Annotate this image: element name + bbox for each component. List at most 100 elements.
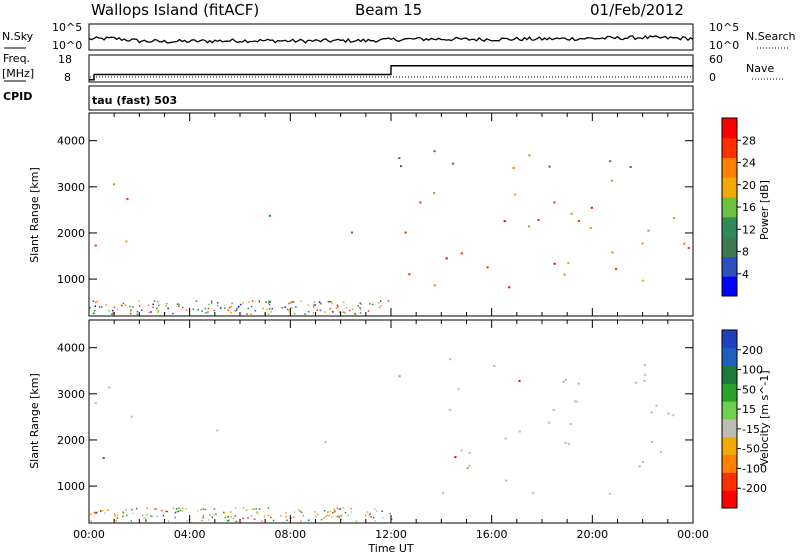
- colorbar-swatch: [722, 197, 737, 218]
- noise-cell: [98, 306, 101, 308]
- noise-cell: [381, 517, 384, 519]
- noise-cell: [213, 309, 216, 312]
- noise-cell: [328, 301, 331, 303]
- noise-cell: [258, 508, 261, 510]
- noise-cell: [251, 300, 254, 302]
- colorbar-swatch: [722, 419, 737, 438]
- range-cell: [512, 167, 515, 169]
- range-cell: [548, 165, 551, 168]
- range-cell: [518, 379, 521, 382]
- range-cell: [659, 451, 662, 453]
- noise-cell: [124, 304, 127, 306]
- range-cell: [553, 201, 556, 204]
- noise-cell: [153, 300, 156, 302]
- y-tick-label: 4000: [57, 342, 85, 355]
- range-cell: [441, 491, 444, 494]
- range-cell: [433, 150, 436, 153]
- noise-cell: [136, 313, 139, 316]
- noise-cell: [157, 300, 159, 303]
- colorbar-swatch: [722, 347, 737, 367]
- noise-cell: [253, 518, 255, 520]
- colorbar-swatch: [722, 365, 737, 384]
- noise-cell: [90, 513, 92, 516]
- noise-cell: [148, 311, 150, 314]
- y-tick-label: 3000: [57, 181, 85, 194]
- noise-cell: [340, 514, 343, 517]
- velocity-colorbar: 200 100 50 15 -15 -50 -100 -200: [721, 329, 767, 509]
- noise-cell: [256, 512, 259, 515]
- x-tick-label: 08:00: [274, 528, 306, 541]
- colorbar-tick-label: 200: [742, 344, 763, 357]
- noise-cell: [323, 517, 325, 519]
- noise-cell: [116, 308, 119, 311]
- scatter-region: [94, 386, 133, 460]
- noise-cell: [113, 306, 116, 308]
- colorbar-tick-label: 50: [742, 383, 756, 396]
- range-cell: [548, 421, 551, 424]
- noise-cell: [293, 516, 295, 518]
- noise-cell: [329, 308, 331, 310]
- noise-cell: [359, 308, 362, 311]
- noise-cell: [338, 508, 341, 510]
- noise-cell: [242, 302, 244, 304]
- colorbar-tick-label: 24: [742, 157, 756, 170]
- noise-cell: [157, 309, 159, 312]
- noise-cell: [230, 305, 233, 308]
- noise-cell: [286, 308, 289, 311]
- range-cell: [564, 378, 567, 381]
- noise-cell: [179, 509, 182, 512]
- scatter-region: [641, 217, 690, 249]
- range-cell: [643, 379, 646, 382]
- noise-cell: [390, 518, 393, 520]
- noise-cell: [369, 303, 371, 305]
- range-cell: [610, 179, 613, 182]
- range-cell: [634, 381, 638, 384]
- noise-cell: [181, 507, 184, 510]
- header-date: 01/Feb/2012: [590, 1, 684, 19]
- x-tick-label: 16:00: [476, 528, 508, 541]
- noise-cell: [95, 301, 97, 303]
- noise-cell: [314, 515, 317, 517]
- noise-cell: [295, 306, 297, 308]
- noise-cell: [101, 509, 104, 512]
- noise-cell: [255, 508, 257, 510]
- noise-cell: [336, 304, 339, 307]
- noise-cell: [312, 312, 315, 314]
- noise-cell: [288, 302, 290, 305]
- noise-cell: [250, 305, 253, 308]
- noise-cell: [280, 515, 282, 517]
- noise-cell: [224, 516, 226, 519]
- range-cell: [503, 220, 506, 223]
- noise-cell: [338, 514, 340, 517]
- y-tick-label: 2000: [57, 434, 85, 447]
- nsky-line: [88, 35, 694, 44]
- range-cell: [125, 240, 128, 243]
- noise-cell: [201, 310, 203, 312]
- range-cell: [126, 197, 129, 200]
- noise-cell: [265, 301, 267, 303]
- range-cell: [468, 464, 471, 467]
- noise-cell: [129, 305, 131, 308]
- colorbar-tick-label: 15: [742, 403, 756, 416]
- range-cell: [553, 262, 556, 265]
- x-axis-labels: 00:00 04:00 08:00 12:00 16:00 20:00 00:00: [73, 528, 709, 541]
- noise-cell: [320, 302, 322, 305]
- noise-cell: [300, 300, 302, 302]
- freq-label: Freq.: [3, 52, 30, 65]
- velocity-colorbar-label: Velocity [m s^-1]: [758, 370, 771, 465]
- noise-cell: [207, 307, 210, 310]
- nave-label: Nave: [746, 62, 774, 75]
- noise-cell: [129, 313, 132, 315]
- noise-cell: [108, 309, 110, 312]
- range-cell: [454, 456, 457, 459]
- noise-cell: [360, 303, 362, 305]
- range-cell: [683, 242, 686, 245]
- noise-cell: [116, 517, 119, 519]
- noise-cell: [269, 307, 271, 310]
- noise-cell: [156, 307, 158, 310]
- noise-cell: [95, 512, 97, 514]
- x-tick-label: 12:00: [375, 528, 407, 541]
- scatter-region: [268, 300, 272, 303]
- noise-cell: [130, 520, 132, 522]
- range-cell: [528, 154, 531, 157]
